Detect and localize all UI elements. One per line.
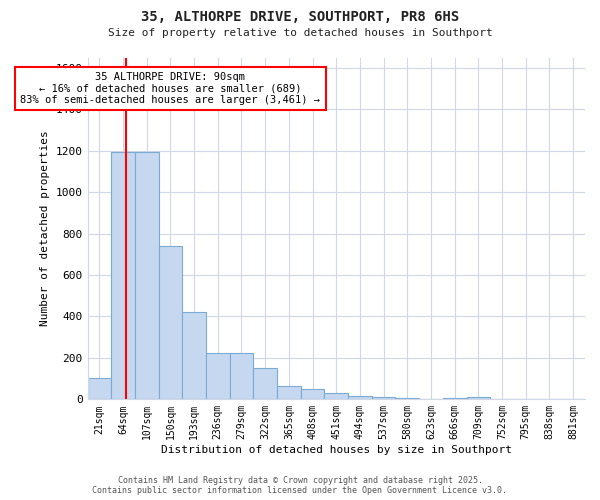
Bar (372, 398, 395, 400)
Bar (230, 352, 253, 400)
Bar (182, 312, 206, 400)
Bar (88, 378, 111, 400)
X-axis label: Distribution of detached houses by size in Southport: Distribution of detached houses by size … (161, 445, 512, 455)
Y-axis label: Number of detached properties: Number of detached properties (40, 130, 50, 326)
Bar (395, 398, 419, 400)
Bar (467, 397, 490, 400)
Bar (158, 246, 182, 400)
Text: Contains HM Land Registry data © Crown copyright and database right 2025.
Contai: Contains HM Land Registry data © Crown c… (92, 476, 508, 495)
Bar (443, 398, 467, 400)
Bar (301, 389, 325, 400)
Text: 35 ALTHORPE DRIVE: 90sqm
← 16% of detached houses are smaller (689)
83% of semi-: 35 ALTHORPE DRIVE: 90sqm ← 16% of detach… (20, 72, 320, 105)
Bar (419, 398, 443, 400)
Bar (348, 396, 372, 400)
Bar (253, 368, 277, 400)
Text: 35, ALTHORPE DRIVE, SOUTHPORT, PR8 6HS: 35, ALTHORPE DRIVE, SOUTHPORT, PR8 6HS (141, 10, 459, 24)
Text: Size of property relative to detached houses in Southport: Size of property relative to detached ho… (107, 28, 493, 38)
Bar (135, 152, 158, 400)
Bar (111, 152, 135, 400)
Bar (277, 386, 301, 400)
Bar (206, 352, 230, 400)
Bar (325, 393, 348, 400)
